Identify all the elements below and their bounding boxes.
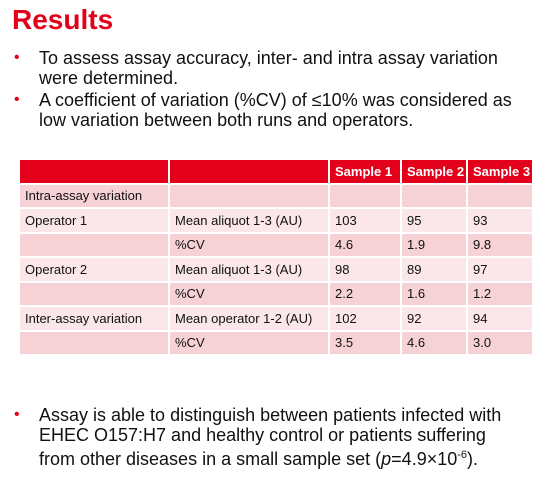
table-cell: 2.2 <box>328 280 402 307</box>
table-cell: 4.6 <box>400 329 468 356</box>
table-cell: 1.2 <box>466 280 534 307</box>
table-cell: %CV <box>168 231 330 258</box>
table-cell: 89 <box>400 256 468 283</box>
p-close: ). <box>467 449 479 469</box>
table-cell: Sample 2 <box>400 158 468 185</box>
results-table: Sample 1 Sample 2 Sample 3 Intra-assay vari… <box>18 158 534 356</box>
table-row: Operator 1 Mean aliquot 1-3 (AU) 103 95 93 <box>18 207 534 234</box>
table-cell <box>400 182 468 209</box>
table-cell: Sample 3 <box>466 158 534 185</box>
bullet: • A coefficient of variation (%CV) of ≤10… <box>14 90 534 130</box>
table-cell: 94 <box>466 305 534 332</box>
bullet-dot: • <box>14 406 20 423</box>
table-cell: 92 <box>400 305 468 332</box>
p-open: ( <box>375 449 382 469</box>
table-row: Sample 1 Sample 2 Sample 3 <box>18 158 534 185</box>
table-row: Intra-assay variation <box>18 182 534 209</box>
p-exponent: -6 <box>457 449 468 461</box>
table-cell: Mean aliquot 1-3 (AU) <box>168 207 330 234</box>
table-cell: Inter-assay variation <box>18 305 170 332</box>
table-cell: 95 <box>400 207 468 234</box>
table-row: %CV 4.6 1.9 9.8 <box>18 231 534 258</box>
p-symbol: p <box>381 449 392 469</box>
table-cell: 93 <box>466 207 534 234</box>
bullet-dot: • <box>14 91 20 108</box>
table-cell: Mean aliquot 1-3 (AU) <box>168 256 330 283</box>
table-cell: Intra-assay variation <box>18 182 170 209</box>
table-cell <box>18 280 170 307</box>
table-cell: 97 <box>466 256 534 283</box>
table-row: %CV 2.2 1.6 1.2 <box>18 280 534 307</box>
table-cell <box>18 158 170 185</box>
table-cell: 98 <box>328 256 402 283</box>
table-cell: 3.5 <box>328 329 402 356</box>
table-cell: 1.6 <box>400 280 468 307</box>
bullet-text: To assess assay accuracy, inter- and int… <box>39 48 498 88</box>
title: Results <box>12 4 114 35</box>
table-row: Inter-assay variation Mean operator 1-2 (… <box>18 305 534 332</box>
table-cell <box>466 182 534 209</box>
table-cell: 4.6 <box>328 231 402 258</box>
table-cell <box>328 182 402 209</box>
table-cell: 103 <box>328 207 402 234</box>
bullet-dot: • <box>14 49 20 66</box>
table-cell: Operator 2 <box>18 256 170 283</box>
table-cell: 3.0 <box>466 329 534 356</box>
bullet-text: A coefficient of variation (%CV) of ≤10%… <box>39 90 512 130</box>
table-cell: 102 <box>328 305 402 332</box>
table-cell: Sample 1 <box>328 158 402 185</box>
table-cell <box>18 231 170 258</box>
table-cell: %CV <box>168 280 330 307</box>
table-cell <box>18 329 170 356</box>
conclusion-text: Assay is able to distinguish between pat… <box>39 405 502 469</box>
table-row: Operator 2 Mean aliquot 1-3 (AU) 98 89 97 <box>18 256 534 283</box>
table-cell <box>168 158 330 185</box>
table-cell: Operator 1 <box>18 207 170 234</box>
table-cell: Mean operator 1-2 (AU) <box>168 305 330 332</box>
table-cell: 9.8 <box>466 231 534 258</box>
p-value: =4.9×10 <box>391 449 458 469</box>
bullet: • Assay is able to distinguish between pa… <box>14 405 524 469</box>
table-cell <box>168 182 330 209</box>
bullet: • To assess assay accuracy, inter- and in… <box>14 48 514 88</box>
bullet-text: Assay is able to distinguish between pat… <box>39 405 524 469</box>
table-row: %CV 3.5 4.6 3.0 <box>18 329 534 356</box>
table-cell: 1.9 <box>400 231 468 258</box>
table-cell: %CV <box>168 329 330 356</box>
